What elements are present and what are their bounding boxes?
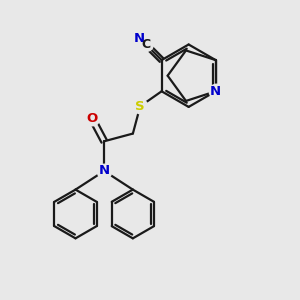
Text: C: C (141, 38, 150, 51)
Text: N: N (134, 32, 145, 44)
Text: N: N (99, 164, 110, 178)
Text: O: O (86, 112, 98, 125)
Text: N: N (210, 85, 221, 98)
Text: S: S (135, 100, 145, 113)
